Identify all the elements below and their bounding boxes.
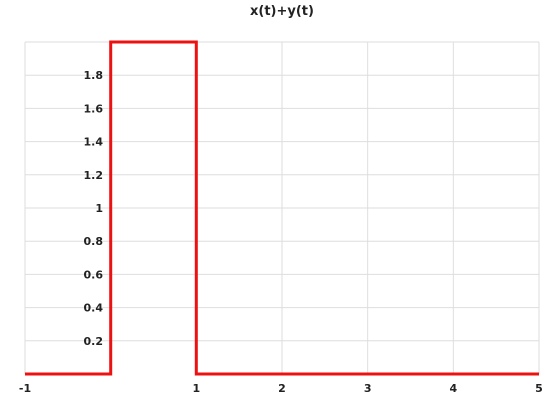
y-tick-labels: 0.2 0.4 0.6 0.8 1 1.2 1.4 1.6 1.8 bbox=[84, 69, 104, 348]
x-tick-label: 4 bbox=[450, 382, 458, 395]
y-tick-label: 1 bbox=[95, 202, 103, 215]
chart-title: x(t)+y(t) bbox=[250, 4, 314, 19]
y-tick-label: 1.2 bbox=[84, 169, 104, 182]
y-tick-label: 1.6 bbox=[84, 102, 104, 115]
x-tick-label: -1 bbox=[19, 382, 31, 395]
x-tick-label: 1 bbox=[193, 382, 201, 395]
x-tick-label: 2 bbox=[278, 382, 286, 395]
y-tick-label: 0.2 bbox=[84, 335, 104, 348]
x-tick-label: 3 bbox=[364, 382, 372, 395]
series-line bbox=[25, 40, 539, 376]
x-tick-label: 5 bbox=[535, 382, 543, 395]
y-tick-label: 0.6 bbox=[84, 268, 104, 281]
x-tick-labels: -1 1 2 3 4 5 bbox=[19, 382, 543, 395]
y-tick-label: 0.8 bbox=[84, 235, 104, 248]
series-layer bbox=[25, 40, 539, 376]
y-tick-label: 1.8 bbox=[84, 69, 104, 82]
y-tick-label: 0.4 bbox=[84, 302, 104, 315]
y-tick-label: 1.4 bbox=[84, 136, 104, 149]
